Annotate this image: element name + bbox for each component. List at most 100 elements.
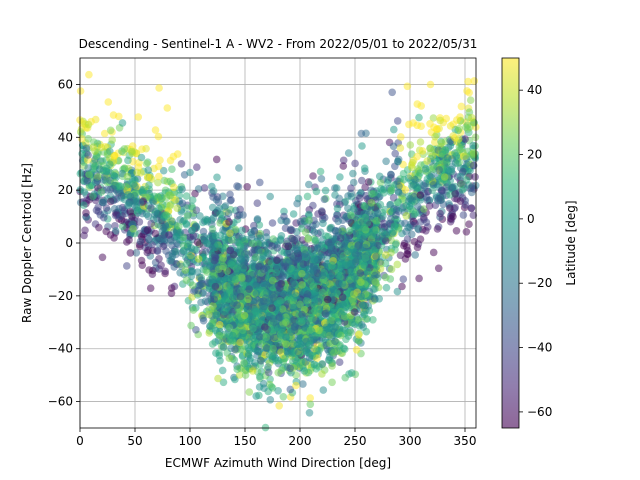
scatter-point — [349, 169, 357, 178]
scatter-point — [396, 144, 405, 152]
scatter-point — [137, 153, 146, 162]
scatter-point — [311, 306, 319, 315]
scatter-point — [115, 112, 123, 121]
scatter-point — [287, 225, 295, 234]
scatter-point — [136, 237, 145, 246]
scatter-point — [345, 227, 354, 235]
scatter-point — [255, 178, 264, 187]
scatter-point — [390, 223, 399, 231]
scatter-point — [334, 217, 343, 226]
scatter-point — [269, 325, 277, 334]
scatter-point — [171, 196, 180, 204]
scatter-point — [188, 281, 197, 290]
scatter-point — [470, 77, 479, 85]
scatter-point — [214, 240, 222, 249]
scatter-point — [360, 202, 369, 211]
scatter-point — [247, 230, 256, 239]
scatter-point — [400, 241, 408, 250]
scatter-point — [208, 340, 217, 348]
scatter-point — [318, 370, 326, 378]
scatter-point — [89, 164, 98, 173]
scatter-point — [393, 287, 402, 296]
scatter-point — [339, 300, 347, 309]
scatter-point — [275, 402, 284, 410]
scatter-point — [415, 274, 423, 283]
scatter-point — [361, 213, 370, 222]
scatter-point — [451, 159, 460, 167]
scatter-point — [226, 229, 234, 238]
scatter-point — [80, 231, 88, 240]
scatter-point — [151, 229, 160, 238]
scatter-point — [154, 178, 162, 187]
scatter-point — [340, 344, 348, 353]
scatter-point — [317, 175, 326, 183]
scatter-point — [455, 135, 463, 143]
scatter-point — [303, 192, 312, 201]
scatter-point — [352, 346, 361, 354]
scatter-point — [90, 138, 98, 146]
scatter-point — [350, 205, 358, 213]
scatter-point — [282, 340, 290, 349]
scatter-point — [187, 267, 196, 275]
scatter-point — [231, 275, 240, 284]
scatter-point — [347, 369, 356, 377]
scatter-point — [208, 225, 217, 233]
scatter-point — [351, 159, 359, 168]
scatter-point — [232, 287, 241, 296]
scatter-point — [155, 254, 163, 263]
scatter-point — [309, 172, 317, 180]
scatter-point — [466, 96, 475, 104]
scatter-point — [346, 275, 354, 283]
scatter-point — [233, 301, 241, 309]
scatter-point — [154, 220, 162, 229]
scatter-point — [382, 283, 391, 292]
scatter-point — [416, 169, 424, 177]
scatter-point — [245, 338, 254, 346]
scatter-point — [139, 185, 147, 194]
scatter-point — [161, 267, 169, 276]
chart-title: Descending - Sentinel-1 A - WV2 - From 2… — [79, 37, 478, 51]
scatter-point — [393, 117, 402, 125]
scatter-point — [316, 167, 325, 176]
scatter-point — [376, 200, 385, 209]
scatter-point — [251, 307, 260, 316]
scatter-point — [299, 380, 307, 388]
scatter-point — [347, 211, 355, 220]
scatter-point — [240, 261, 248, 270]
scatter-point — [295, 317, 304, 326]
scatter-point — [187, 253, 195, 261]
scatter-point — [319, 386, 328, 394]
scatter-point — [305, 180, 313, 189]
scatter-point — [266, 192, 275, 201]
scatter-point — [118, 119, 127, 127]
scatter-point — [405, 202, 414, 210]
scatter-point — [324, 232, 332, 241]
scatter-point — [426, 149, 435, 157]
scatter-point — [328, 362, 336, 370]
scatter-point — [296, 217, 305, 226]
scatter-point — [469, 211, 478, 219]
scatter-point — [250, 298, 258, 307]
scatter-point — [405, 120, 413, 129]
scatter-point — [347, 328, 355, 337]
scatter-point — [244, 344, 253, 352]
scatter-point — [273, 244, 282, 252]
scatter-point — [374, 209, 382, 217]
scatter-point — [302, 296, 311, 305]
scatter-point — [209, 214, 218, 222]
scatter-point — [371, 271, 379, 280]
scatter-point — [357, 129, 366, 138]
scatter-point — [305, 409, 314, 417]
scatter-point — [335, 194, 344, 203]
scatter-point — [435, 166, 444, 174]
scatter-point — [270, 333, 279, 342]
scatter-point — [220, 307, 228, 316]
scatter-point — [429, 165, 438, 173]
scatter-point — [108, 136, 116, 144]
scatter-point — [289, 279, 297, 288]
scatter-point — [334, 227, 343, 235]
scatter-point — [189, 306, 198, 314]
scatter-point — [214, 198, 223, 206]
scatter-point — [212, 155, 221, 164]
scatter-point — [218, 366, 227, 375]
